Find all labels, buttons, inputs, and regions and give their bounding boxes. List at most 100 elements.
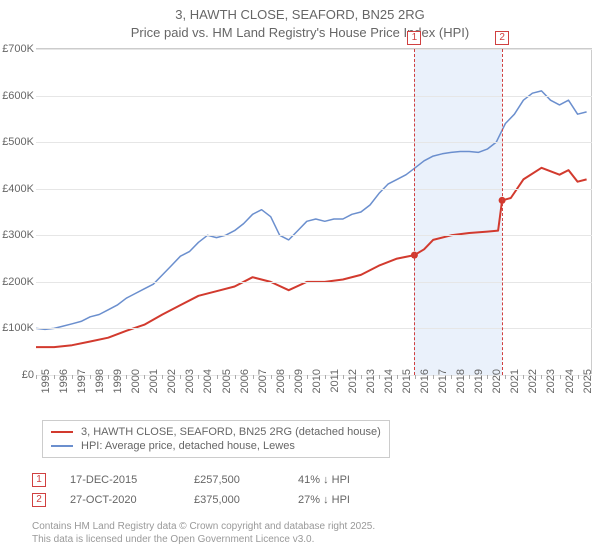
- xtick-mark: [343, 375, 344, 379]
- xtick-label: 2009: [293, 369, 305, 393]
- xtick-mark: [307, 375, 308, 379]
- xtick-mark: [379, 375, 380, 379]
- series-line-price_paid: [36, 168, 587, 347]
- xtick-mark: [560, 375, 561, 379]
- ytick-label: £100K: [0, 322, 34, 334]
- sale-marker-1: 1: [32, 473, 46, 487]
- xtick-mark: [325, 375, 326, 379]
- line-layer: [36, 49, 592, 375]
- ytick-label: £0: [0, 369, 34, 381]
- sale-date: 27-OCT-2020: [70, 494, 170, 506]
- xtick-mark: [505, 375, 506, 379]
- xtick-label: 2017: [437, 369, 449, 393]
- ygrid-line: [36, 189, 592, 190]
- series-line-hpi: [36, 91, 587, 330]
- xtick-mark: [361, 375, 362, 379]
- xtick-label: 2024: [564, 369, 576, 393]
- marker-vline: [502, 49, 503, 375]
- xtick-mark: [90, 375, 91, 379]
- xtick-label: 2018: [455, 369, 467, 393]
- marker-box-2: 2: [495, 31, 509, 45]
- xtick-mark: [487, 375, 488, 379]
- xtick-label: 2022: [527, 369, 539, 393]
- plot-region: £0£100K£200K£300K£400K£500K£600K£700K199…: [36, 49, 592, 375]
- marker-vline: [414, 49, 415, 375]
- title-block: 3, HAWTH CLOSE, SEAFORD, BN25 2RG Price …: [0, 0, 600, 41]
- xtick-mark: [144, 375, 145, 379]
- xtick-label: 2011: [329, 369, 341, 393]
- ygrid-line: [36, 328, 592, 329]
- ygrid-line: [36, 96, 592, 97]
- xtick-label: 2001: [148, 369, 160, 393]
- ytick-label: £700K: [0, 43, 34, 55]
- xtick-label: 1995: [40, 369, 52, 393]
- ygrid-line: [36, 49, 592, 50]
- legend-label-price-paid: 3, HAWTH CLOSE, SEAFORD, BN25 2RG (detac…: [81, 426, 381, 438]
- xtick-label: 2012: [347, 369, 359, 393]
- xtick-label: 2007: [257, 369, 269, 393]
- legend-swatch-price-paid: [51, 431, 73, 433]
- chart-area: £0£100K£200K£300K£400K£500K£600K£700K199…: [36, 48, 592, 374]
- xtick-label: 2019: [473, 369, 485, 393]
- xtick-label: 1999: [112, 369, 124, 393]
- xtick-label: 2021: [509, 369, 521, 393]
- footer: Contains HM Land Registry data © Crown c…: [32, 520, 375, 546]
- sales-table: 1 17-DEC-2015 £257,500 41% ↓ HPI 2 27-OC…: [32, 470, 398, 510]
- xtick-label: 2004: [202, 369, 214, 393]
- xtick-mark: [235, 375, 236, 379]
- legend: 3, HAWTH CLOSE, SEAFORD, BN25 2RG (detac…: [42, 420, 390, 458]
- xtick-label: 1998: [94, 369, 106, 393]
- ytick-label: £300K: [0, 229, 34, 241]
- sale-price: £257,500: [194, 474, 274, 486]
- xtick-mark: [162, 375, 163, 379]
- xtick-label: 1996: [58, 369, 70, 393]
- xtick-label: 2015: [401, 369, 413, 393]
- legend-label-hpi: HPI: Average price, detached house, Lewe…: [81, 440, 295, 452]
- chart-container: 3, HAWTH CLOSE, SEAFORD, BN25 2RG Price …: [0, 0, 600, 560]
- xtick-mark: [126, 375, 127, 379]
- footer-line-2: This data is licensed under the Open Gov…: [32, 533, 375, 546]
- xtick-label: 2014: [383, 369, 395, 393]
- xtick-mark: [415, 375, 416, 379]
- sale-date: 17-DEC-2015: [70, 474, 170, 486]
- xtick-mark: [36, 375, 37, 379]
- xtick-mark: [217, 375, 218, 379]
- xtick-label: 2005: [221, 369, 233, 393]
- xtick-label: 2023: [545, 369, 557, 393]
- xtick-mark: [180, 375, 181, 379]
- xtick-mark: [72, 375, 73, 379]
- title-line-1: 3, HAWTH CLOSE, SEAFORD, BN25 2RG: [0, 6, 600, 24]
- sale-diff: 41% ↓ HPI: [298, 474, 398, 486]
- xtick-mark: [469, 375, 470, 379]
- xtick-mark: [198, 375, 199, 379]
- xtick-label: 2000: [130, 369, 142, 393]
- xtick-label: 2025: [582, 369, 594, 393]
- xtick-mark: [578, 375, 579, 379]
- xtick-mark: [397, 375, 398, 379]
- footer-line-1: Contains HM Land Registry data © Crown c…: [32, 520, 375, 533]
- xtick-label: 2010: [311, 369, 323, 393]
- xtick-mark: [541, 375, 542, 379]
- xtick-mark: [433, 375, 434, 379]
- xtick-mark: [451, 375, 452, 379]
- xtick-label: 2002: [166, 369, 178, 393]
- xtick-mark: [271, 375, 272, 379]
- sale-price: £375,000: [194, 494, 274, 506]
- legend-row-hpi: HPI: Average price, detached house, Lewe…: [51, 439, 381, 453]
- xtick-mark: [253, 375, 254, 379]
- ytick-label: £400K: [0, 183, 34, 195]
- xtick-label: 1997: [76, 369, 88, 393]
- xtick-mark: [523, 375, 524, 379]
- sale-marker-2: 2: [32, 493, 46, 507]
- xtick-mark: [289, 375, 290, 379]
- ygrid-line: [36, 142, 592, 143]
- xtick-mark: [108, 375, 109, 379]
- ygrid-line: [36, 235, 592, 236]
- ytick-label: £500K: [0, 136, 34, 148]
- xtick-label: 2006: [239, 369, 251, 393]
- table-row: 2 27-OCT-2020 £375,000 27% ↓ HPI: [32, 490, 398, 510]
- ytick-label: £200K: [0, 276, 34, 288]
- ytick-label: £600K: [0, 90, 34, 102]
- xtick-label: 2003: [184, 369, 196, 393]
- xtick-label: 2016: [419, 369, 431, 393]
